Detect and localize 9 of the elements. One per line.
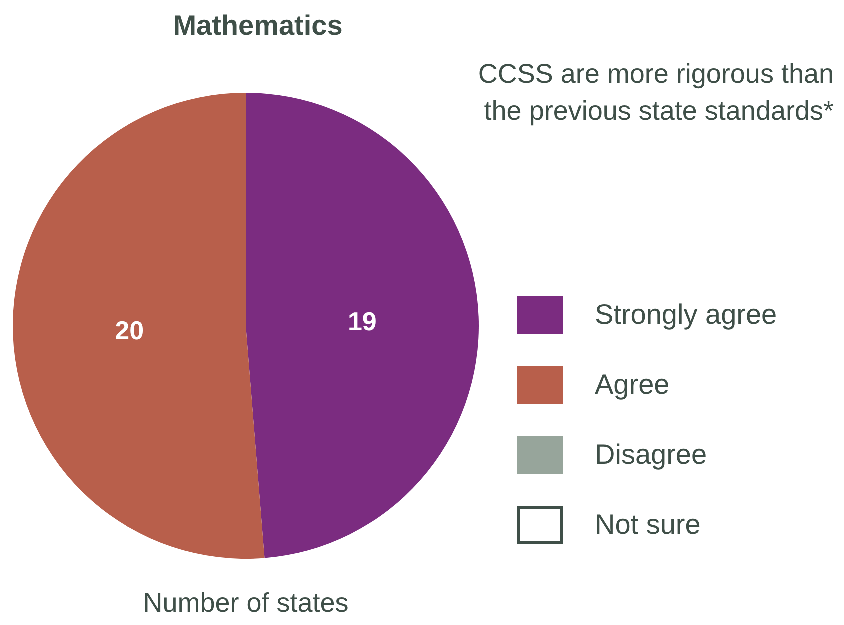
- legend-label: Agree: [595, 369, 670, 401]
- data-label: 19: [348, 306, 377, 336]
- data-label: 20: [115, 316, 144, 346]
- text: Number of states: [142, 588, 350, 619]
- legend-label: Disagree: [595, 439, 708, 471]
- chart-title: Mathematics: [172, 10, 344, 42]
- legend-label: Strongly agree: [595, 299, 778, 331]
- legend-label: Not sure: [595, 509, 701, 541]
- chart-subtitle: CCSS are more rigorous than the previous state standards*: [477, 58, 834, 128]
